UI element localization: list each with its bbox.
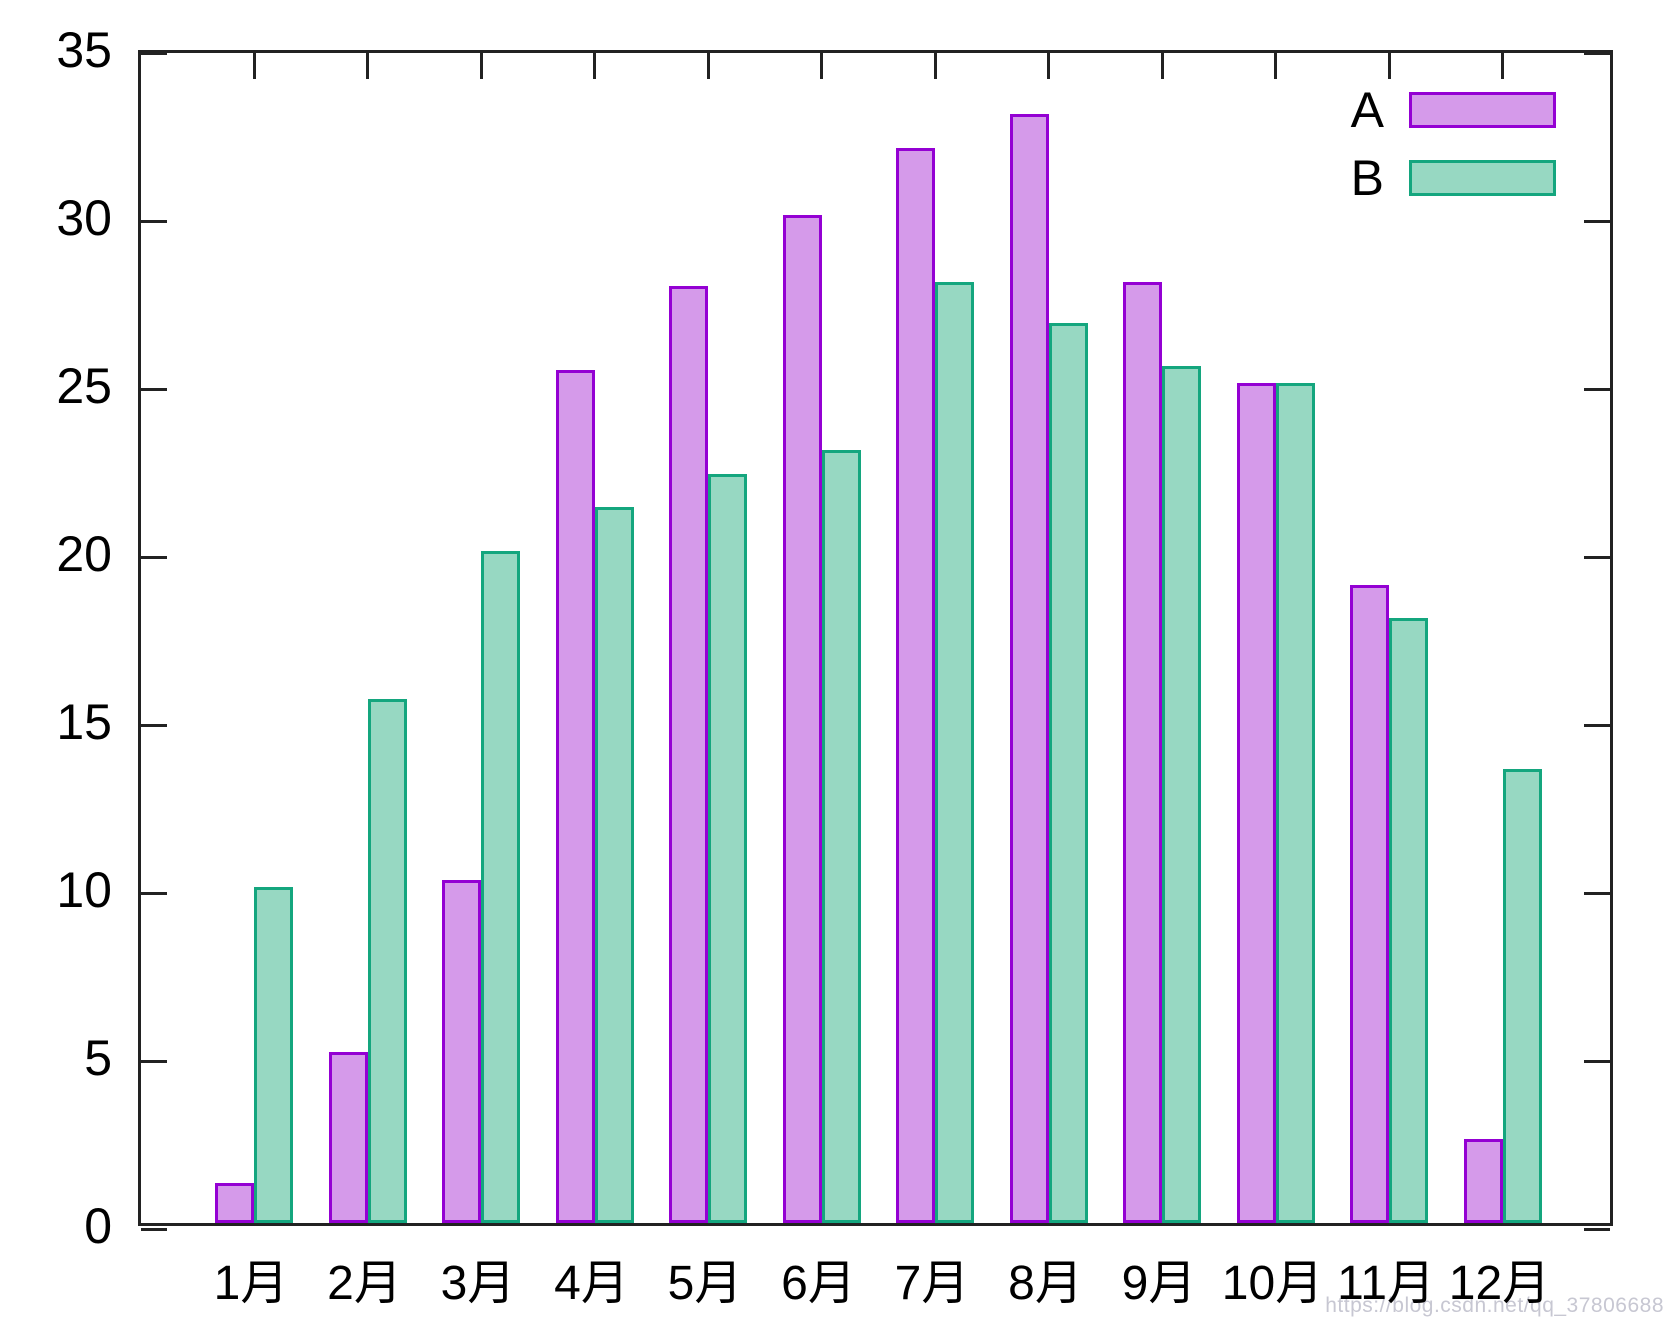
bar-B-4月	[594, 507, 634, 1223]
y-tick-left-10	[141, 891, 167, 895]
y-tick-right-5	[1584, 1059, 1610, 1063]
x-tick-top-10	[1274, 53, 1277, 79]
bar-A-6月	[782, 215, 822, 1223]
bar-B-8月	[1048, 322, 1088, 1223]
y-tick-right-35	[1584, 51, 1610, 55]
bar-A-11月	[1350, 584, 1389, 1223]
y-tick-left-25	[141, 387, 167, 391]
y-tick-right-30	[1584, 219, 1610, 223]
bar-A-2月	[328, 1051, 368, 1223]
x-tick-top-8	[1047, 53, 1050, 79]
y-tick-right-25	[1584, 387, 1610, 391]
x-tick-label-9: 9月	[1121, 1257, 1197, 1310]
bar-B-2月	[367, 698, 407, 1223]
bar-B-6月	[821, 450, 861, 1223]
bar-A-4月	[555, 369, 595, 1223]
y-tick-label-25: 25	[56, 358, 112, 414]
x-tick-top-11	[1387, 53, 1391, 79]
x-tick-label-4: 4月	[554, 1257, 629, 1310]
bar-A-3月	[442, 880, 481, 1223]
y-tick-right-0	[1584, 1227, 1610, 1231]
y-tick-label-0: 0	[84, 1198, 112, 1254]
bar-A-12月	[1463, 1139, 1503, 1223]
x-tick-top-7	[933, 53, 937, 79]
bar-B-7月	[935, 282, 974, 1223]
y-tick-left-5	[141, 1059, 167, 1063]
x-tick-top-4	[593, 53, 596, 79]
y-tick-label-10: 10	[56, 862, 112, 918]
bar-B-9月	[1162, 366, 1201, 1223]
x-tick-top-12	[1501, 53, 1504, 79]
x-tick-top-1	[252, 53, 256, 79]
y-tick-label-35: 35	[56, 22, 112, 78]
x-tick-top-2	[366, 53, 369, 79]
bar-B-1月	[254, 887, 293, 1223]
y-tick-right-20	[1584, 555, 1610, 559]
bar-A-9月	[1123, 282, 1162, 1223]
x-tick-label-11: 11月	[1337, 1257, 1435, 1310]
legend-swatch-A	[1409, 92, 1556, 128]
bar-B-11月	[1389, 618, 1428, 1223]
x-tick-label-5: 5月	[667, 1257, 743, 1310]
bar-A-8月	[1009, 114, 1049, 1223]
y-tick-left-30	[141, 219, 167, 223]
x-tick-label-7: 7月	[894, 1257, 970, 1310]
x-tick-label-6: 6月	[781, 1257, 856, 1310]
x-tick-top-6	[820, 53, 823, 79]
y-tick-label-15: 15	[56, 694, 112, 750]
x-tick-label-12: 12月	[1448, 1257, 1551, 1310]
y-tick-left-15	[141, 723, 167, 727]
x-tick-label-8: 8月	[1008, 1257, 1083, 1310]
x-tick-top-3	[479, 53, 483, 79]
y-tick-label-5: 5	[84, 1030, 112, 1086]
bar-B-10月	[1275, 383, 1315, 1223]
x-tick-label-10: 10月	[1221, 1257, 1324, 1310]
bar-A-7月	[896, 147, 935, 1223]
bar-B-12月	[1502, 769, 1542, 1223]
y-tick-left-35	[141, 51, 167, 55]
bar-B-3月	[481, 551, 520, 1223]
bar-A-10月	[1236, 383, 1276, 1223]
bar-A-1月	[215, 1182, 254, 1223]
x-tick-label-2: 2月	[327, 1257, 402, 1310]
x-tick-label-3: 3月	[440, 1257, 516, 1310]
x-tick-label-1: 1月	[213, 1257, 289, 1310]
x-tick-top-5	[706, 53, 710, 79]
legend-label-A: A	[1350, 82, 1384, 138]
x-tick-top-9	[1160, 53, 1164, 79]
legend-swatch-B	[1409, 160, 1556, 196]
plot-area	[138, 50, 1613, 1231]
bar-B-5月	[708, 473, 747, 1223]
watermark-text: https://blog.csdn.net/qq_37806688	[1325, 1294, 1664, 1317]
y-tick-right-10	[1584, 891, 1610, 895]
y-tick-label-30: 30	[56, 190, 112, 246]
y-tick-label-20: 20	[56, 526, 112, 582]
y-tick-left-20	[141, 555, 167, 559]
y-tick-left-0	[141, 1227, 167, 1231]
y-tick-right-15	[1584, 723, 1610, 727]
legend-label-B: B	[1350, 150, 1384, 206]
bar-A-5月	[669, 285, 708, 1223]
